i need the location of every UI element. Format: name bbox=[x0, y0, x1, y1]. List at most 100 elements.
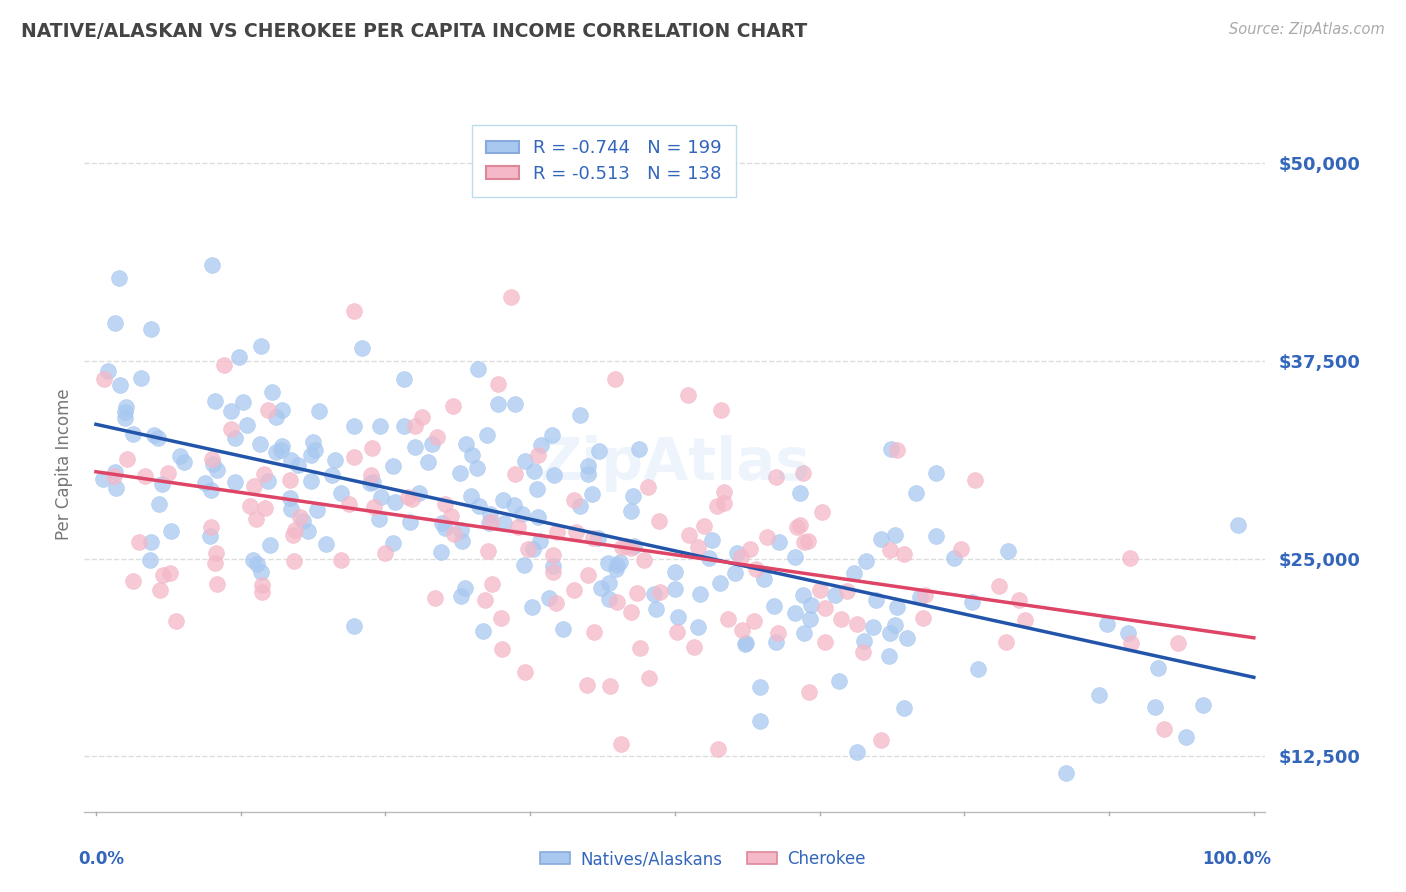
Point bbox=[236, 418, 259, 433]
Point bbox=[426, 430, 449, 444]
Point bbox=[450, 524, 472, 538]
Text: 100.0%: 100.0% bbox=[1202, 850, 1271, 868]
Point bbox=[546, 524, 568, 539]
Point bbox=[1054, 766, 1077, 780]
Point bbox=[789, 518, 811, 533]
Point bbox=[619, 504, 641, 518]
Point bbox=[1119, 551, 1142, 566]
Point bbox=[434, 497, 457, 511]
Point bbox=[93, 372, 115, 386]
Point bbox=[165, 615, 187, 629]
Point bbox=[299, 448, 322, 462]
Point bbox=[121, 574, 143, 589]
Point bbox=[280, 491, 302, 505]
Point bbox=[575, 678, 598, 692]
Point bbox=[169, 450, 191, 464]
Point bbox=[799, 612, 821, 626]
Point bbox=[368, 511, 391, 525]
Point bbox=[281, 528, 304, 542]
Point bbox=[1174, 730, 1197, 744]
Point bbox=[224, 475, 246, 490]
Point bbox=[516, 541, 538, 556]
Text: ZipAtlas: ZipAtlas bbox=[540, 435, 810, 492]
Point bbox=[576, 467, 599, 481]
Point bbox=[245, 558, 267, 572]
Point bbox=[748, 714, 770, 729]
Point bbox=[581, 487, 603, 501]
Point bbox=[142, 427, 165, 442]
Point bbox=[205, 463, 228, 477]
Point bbox=[404, 419, 426, 434]
Point bbox=[297, 524, 319, 538]
Point bbox=[855, 554, 877, 568]
Point bbox=[472, 624, 495, 638]
Point bbox=[852, 645, 875, 659]
Point bbox=[564, 524, 586, 539]
Point bbox=[541, 565, 564, 579]
Point bbox=[302, 434, 325, 449]
Point bbox=[620, 605, 643, 619]
Point bbox=[709, 576, 731, 591]
Point bbox=[942, 551, 965, 566]
Point bbox=[914, 588, 936, 602]
Point bbox=[359, 476, 381, 491]
Point bbox=[381, 535, 404, 549]
Point bbox=[149, 582, 172, 597]
Point bbox=[666, 624, 689, 639]
Point bbox=[150, 477, 173, 491]
Point bbox=[645, 602, 668, 616]
Point bbox=[307, 503, 329, 517]
Point bbox=[599, 679, 621, 693]
Point bbox=[460, 489, 482, 503]
Point bbox=[315, 537, 337, 551]
Point bbox=[392, 372, 415, 386]
Point bbox=[1116, 626, 1139, 640]
Point bbox=[988, 579, 1011, 593]
Point bbox=[1153, 723, 1175, 737]
Point bbox=[598, 575, 620, 590]
Point bbox=[343, 418, 366, 433]
Point bbox=[489, 611, 512, 625]
Point bbox=[835, 584, 858, 599]
Point bbox=[384, 494, 406, 508]
Point bbox=[242, 553, 264, 567]
Point bbox=[792, 588, 814, 602]
Point bbox=[884, 528, 907, 542]
Point bbox=[530, 438, 553, 452]
Point bbox=[1167, 636, 1189, 650]
Point bbox=[219, 403, 242, 417]
Point bbox=[329, 485, 352, 500]
Point bbox=[717, 612, 740, 626]
Point bbox=[502, 498, 524, 512]
Point bbox=[503, 467, 526, 481]
Point bbox=[880, 442, 903, 456]
Point bbox=[486, 397, 509, 411]
Point bbox=[852, 633, 875, 648]
Point bbox=[793, 534, 815, 549]
Point bbox=[232, 395, 254, 409]
Point bbox=[299, 475, 322, 489]
Point bbox=[115, 452, 138, 467]
Point bbox=[904, 485, 927, 500]
Point bbox=[499, 289, 522, 303]
Point bbox=[270, 443, 292, 458]
Point bbox=[264, 409, 287, 424]
Point bbox=[620, 541, 643, 555]
Point bbox=[368, 419, 391, 434]
Point bbox=[797, 533, 820, 548]
Point bbox=[814, 635, 837, 649]
Point bbox=[713, 485, 735, 500]
Legend: R = -0.744   N = 199, R = -0.513   N = 138: R = -0.744 N = 199, R = -0.513 N = 138 bbox=[472, 125, 737, 197]
Point bbox=[896, 631, 918, 645]
Point bbox=[280, 501, 302, 516]
Point bbox=[396, 490, 419, 504]
Point bbox=[583, 625, 606, 640]
Point bbox=[538, 591, 561, 605]
Point bbox=[799, 684, 821, 698]
Point bbox=[828, 674, 851, 689]
Point bbox=[527, 510, 550, 524]
Point bbox=[589, 581, 612, 595]
Point bbox=[491, 492, 513, 507]
Point bbox=[157, 467, 180, 481]
Point bbox=[789, 485, 811, 500]
